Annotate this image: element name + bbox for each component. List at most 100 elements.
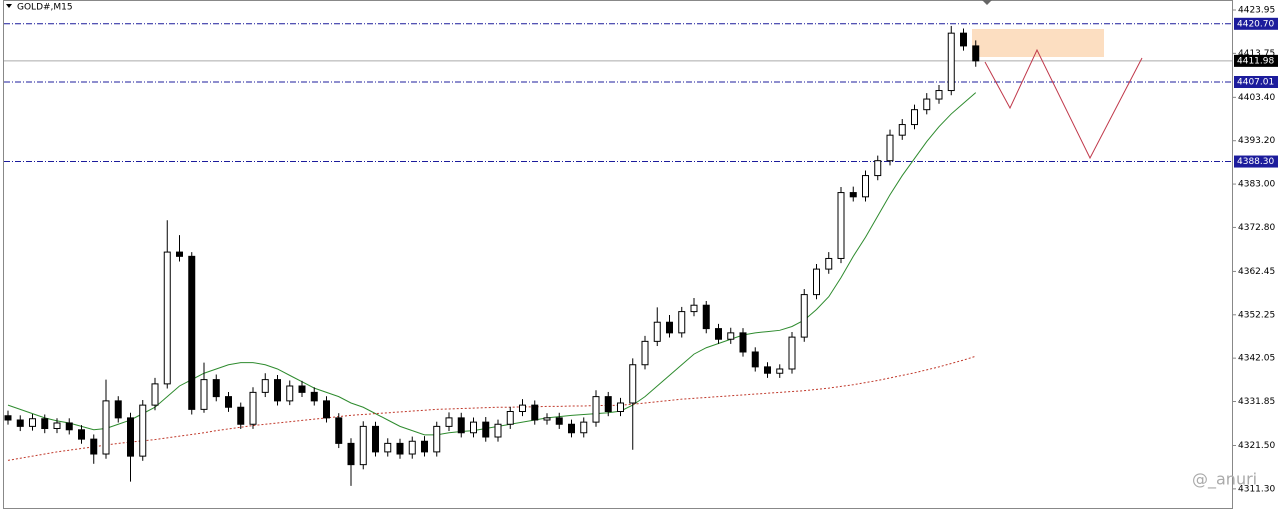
plot-frame (3, 0, 1233, 509)
candle-body (923, 98, 931, 111)
candle-body (249, 391, 257, 425)
candle-body (702, 304, 710, 330)
candle-body (200, 379, 208, 410)
level-label-box (1234, 76, 1278, 89)
y-tick-label: 4342.05 (1238, 354, 1275, 364)
y-tick-label: 4383.00 (1238, 180, 1275, 190)
candle-body (580, 421, 588, 434)
candle-body (102, 400, 110, 455)
candle-body (212, 379, 220, 398)
y-tick-label: 4331.85 (1238, 397, 1275, 407)
candle-body (176, 251, 183, 257)
candle-body (555, 417, 563, 425)
level-label: 4407.01 (1237, 78, 1274, 88)
chart-title: GOLD#,M15 (17, 3, 73, 13)
candle-body (960, 32, 967, 47)
candle-body (874, 160, 882, 177)
candle-body (29, 418, 36, 427)
projection-path (984, 48, 1143, 160)
candle-body (237, 406, 245, 425)
candle-body (972, 45, 980, 62)
candle-body (53, 422, 61, 430)
candle-body (90, 438, 98, 455)
candle-body (837, 192, 845, 259)
candle-body (384, 442, 392, 453)
candle-body (666, 321, 673, 334)
y-tick-label: 4393.20 (1238, 136, 1275, 146)
y-tick-label: 4352.25 (1238, 310, 1275, 320)
y-tick-label: 4423.95 (1238, 5, 1275, 15)
candle-body (274, 379, 281, 402)
candle-body (678, 311, 686, 334)
candle-body (617, 402, 624, 413)
y-tick-label: 4321.50 (1238, 441, 1275, 451)
level-label-box (1234, 17, 1278, 30)
candle-body (151, 383, 159, 406)
candle-body (298, 385, 306, 393)
candle-body (911, 109, 918, 126)
candle-body (788, 336, 796, 370)
candle-body (359, 425, 367, 466)
candle-body (506, 411, 514, 425)
candle-body (494, 423, 502, 438)
candle-body (519, 404, 526, 413)
candle-body (225, 396, 232, 408)
candle-body (457, 417, 465, 434)
candle-body (310, 391, 318, 402)
candle-body (862, 175, 869, 198)
candle-body (849, 192, 857, 198)
candle-body (825, 257, 833, 270)
candle-body (531, 404, 539, 421)
candle-body (127, 417, 134, 457)
candle-body (396, 442, 404, 455)
candle-body (433, 425, 441, 453)
menu-arrow (6, 4, 12, 8)
candle-body (114, 400, 122, 419)
candle-body (568, 423, 575, 434)
candle-body (323, 400, 330, 419)
candle-body (653, 321, 661, 342)
y-tick-label: 4403.40 (1238, 93, 1275, 103)
candle-body (347, 442, 355, 466)
level-label-box (1234, 155, 1278, 168)
candle-body (421, 440, 428, 453)
candle-body (445, 417, 453, 427)
candle-body (65, 422, 73, 431)
candle-body (78, 429, 85, 440)
top-marker (982, 0, 992, 5)
candle-body (592, 396, 600, 423)
candle-body (727, 332, 735, 340)
plot-layer (4, 23, 1232, 461)
y-tick-label: 4413.75 (1238, 49, 1275, 59)
y-tick-label: 4311.30 (1238, 484, 1275, 494)
watermark: @_anuri (1192, 470, 1257, 490)
candle-body (163, 251, 171, 385)
candle-body (16, 419, 24, 427)
candle-body (335, 417, 343, 444)
candle-body (715, 328, 722, 340)
moving-average (7, 92, 977, 436)
candle-body (139, 404, 147, 457)
current-price-box (1234, 54, 1278, 67)
candle-body (286, 385, 294, 402)
y-tick-label: 4362.45 (1238, 267, 1275, 277)
candle-body (604, 396, 612, 413)
candle-body (776, 368, 784, 374)
candle-body (947, 32, 955, 92)
level-label: 4420.70 (1237, 19, 1274, 29)
candle-body (188, 255, 196, 410)
candle-body (543, 417, 551, 421)
candle-body (800, 294, 808, 338)
candle-body (813, 268, 820, 296)
candle-body (629, 364, 637, 404)
candle-body (764, 366, 771, 374)
candle-body (261, 379, 269, 393)
candle-body (641, 340, 649, 366)
candle-body (935, 90, 943, 100)
candle-body (690, 304, 698, 313)
candle-body (41, 418, 49, 430)
y-tick-label: 4372.80 (1238, 223, 1275, 233)
candle-body (751, 351, 759, 368)
